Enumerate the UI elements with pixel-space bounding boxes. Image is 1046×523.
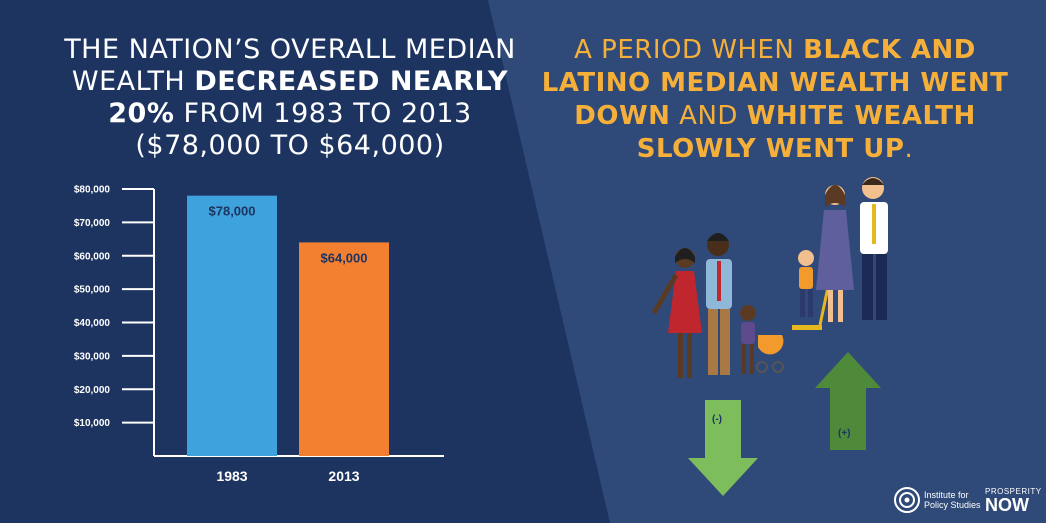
bar bbox=[187, 195, 277, 457]
headline-left-bold: DECREASED NEARLY 20% bbox=[108, 66, 509, 129]
down-arrow-head bbox=[688, 458, 758, 496]
family-right-illustration bbox=[792, 177, 888, 330]
bar-chart: $10,000 $20,000 $30,000 $40,000 $50,000 $60,0… bbox=[74, 185, 444, 484]
ips-line2: Policy Studies bbox=[924, 500, 981, 510]
y-tick-label: $20,000 bbox=[74, 385, 111, 396]
down-arrow-icon bbox=[688, 400, 758, 496]
y-tick-label: $40,000 bbox=[74, 318, 111, 329]
headline-left: THE NATION’S OVERALL MEDIAN WEALTH DECRE… bbox=[60, 34, 520, 162]
x-tick-label: 2013 bbox=[328, 468, 359, 484]
y-tick-label: $10,000 bbox=[74, 418, 111, 429]
y-tick-label: $30,000 bbox=[74, 351, 111, 362]
y-tick-label: $80,000 bbox=[74, 185, 111, 196]
y-tick-label: $60,000 bbox=[74, 251, 111, 262]
headline-left-part2: FROM 1983 TO 2013 ($78,000 TO $64,000) bbox=[135, 98, 472, 161]
headline-right-bold1: BLACK AND LATINO MEDIAN WEALTH WENT DOWN bbox=[541, 35, 1009, 131]
headline-right-bold2: WHITE WEALTH SLOWLY WENT UP bbox=[636, 101, 976, 164]
ips-logo-icon bbox=[894, 487, 920, 513]
headline-right-part2: AND bbox=[670, 101, 747, 131]
headline-left-part1: THE NATION’S OVERALL MEDIAN WEALTH bbox=[64, 34, 516, 97]
y-tick-label: $70,000 bbox=[74, 218, 111, 229]
down-arrow-label: (-) bbox=[712, 414, 722, 425]
family-left-illustration bbox=[651, 233, 784, 378]
ips-logo-text: Institute for Policy Studies bbox=[924, 490, 981, 510]
up-arrow-label: (+) bbox=[838, 428, 851, 439]
headline-right: A PERIOD WHEN BLACK AND LATINO MEDIAN WE… bbox=[540, 34, 1010, 166]
up-arrow-icon bbox=[815, 352, 881, 450]
pn-top-text: PROSPERITY bbox=[985, 487, 1042, 496]
pn-bottom-text: NOW bbox=[985, 495, 1029, 515]
down-arrow-shaft bbox=[705, 400, 741, 458]
bar bbox=[299, 242, 389, 456]
families-illustration bbox=[651, 177, 888, 378]
ips-line1: Institute for bbox=[924, 490, 969, 500]
headline-right-part1: A PERIOD WHEN bbox=[574, 35, 804, 65]
x-tick-label: 1983 bbox=[216, 468, 247, 484]
headline-right-part3: . bbox=[904, 134, 914, 164]
bar-data-label: $78,000 bbox=[209, 204, 256, 219]
y-tick-label: $50,000 bbox=[74, 285, 111, 296]
bar-data-label: $64,000 bbox=[321, 250, 368, 265]
prosperity-now-logo: PROSPERITY NOW bbox=[985, 487, 1042, 514]
